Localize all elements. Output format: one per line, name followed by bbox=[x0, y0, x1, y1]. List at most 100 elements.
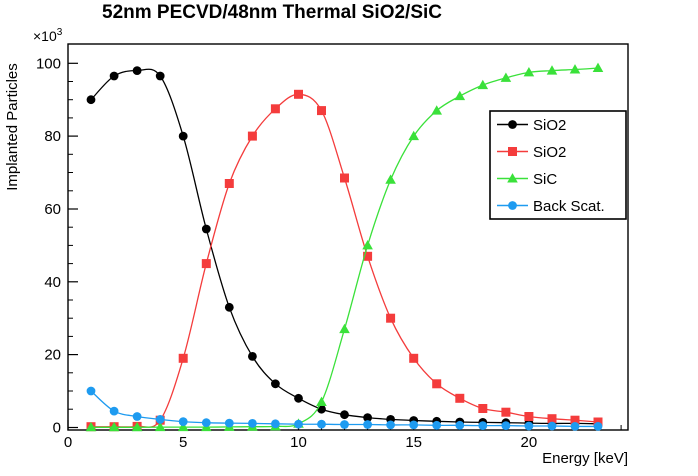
data-point-square bbox=[501, 407, 511, 417]
data-point-triangle bbox=[507, 173, 518, 183]
data-point-circle bbox=[386, 420, 395, 430]
data-point-square bbox=[524, 412, 534, 421]
data-point-circle bbox=[201, 418, 211, 428]
data-point-circle bbox=[86, 386, 96, 396]
data-point-circle bbox=[593, 422, 603, 431]
data-point-square bbox=[570, 415, 580, 425]
data-point-triangle bbox=[592, 62, 604, 72]
data-point-square bbox=[247, 131, 257, 141]
data-point-square bbox=[178, 353, 188, 363]
data-point-circle bbox=[508, 201, 517, 210]
data-point-circle bbox=[86, 95, 96, 105]
series-markers-back-scatter bbox=[86, 386, 603, 431]
y-tick-label: 60 bbox=[44, 201, 61, 218]
data-point-circle bbox=[271, 419, 280, 429]
legend-item-sio2-thermal: SiO2 bbox=[497, 144, 566, 161]
legend-item-sio2-pecvd: SiO2 bbox=[497, 117, 566, 134]
data-point-circle bbox=[109, 406, 119, 416]
data-point-square bbox=[508, 147, 517, 156]
data-point-square bbox=[386, 313, 396, 323]
data-point-circle bbox=[340, 410, 349, 420]
data-point-square bbox=[432, 379, 442, 389]
legend-item-sic: SiC bbox=[497, 171, 557, 188]
data-point-triangle bbox=[500, 72, 512, 82]
data-point-circle bbox=[340, 420, 349, 429]
data-point-square bbox=[363, 251, 373, 261]
data-point-circle bbox=[132, 412, 142, 421]
data-point-square bbox=[294, 89, 303, 99]
x-tick-label: 0 bbox=[64, 434, 72, 451]
y-axis-title: Implanted Particles bbox=[4, 63, 21, 191]
data-point-circle bbox=[201, 224, 211, 234]
data-point-triangle bbox=[108, 421, 120, 432]
data-point-triangle bbox=[454, 90, 466, 101]
data-point-triangle bbox=[85, 421, 97, 432]
data-point-circle bbox=[155, 415, 165, 424]
data-point-triangle bbox=[477, 79, 489, 90]
data-point-circle bbox=[271, 379, 280, 389]
data-point-circle bbox=[524, 421, 534, 431]
data-point-triangle bbox=[316, 396, 327, 406]
data-point-circle bbox=[409, 420, 419, 430]
y-tick-label: 20 bbox=[44, 347, 61, 364]
legend-box bbox=[489, 110, 627, 220]
data-point-circle bbox=[132, 66, 142, 75]
plot-frame bbox=[67, 43, 629, 431]
data-point-triangle bbox=[546, 65, 558, 75]
data-point-circle bbox=[178, 417, 188, 426]
data-point-triangle bbox=[177, 421, 189, 432]
data-point-circle bbox=[224, 302, 234, 312]
data-point-circle bbox=[248, 419, 257, 428]
data-point-circle bbox=[109, 71, 119, 81]
data-point-triangle bbox=[131, 421, 143, 432]
data-point-square bbox=[478, 404, 488, 413]
data-point-circle bbox=[294, 393, 303, 403]
y-axis-exponent: ×103 bbox=[33, 27, 63, 44]
data-point-circle bbox=[155, 71, 165, 81]
y-tick-label: 0 bbox=[53, 420, 61, 437]
y-tick-label: 100 bbox=[36, 55, 61, 72]
legend-label-sio2-pecvd: SiO2 bbox=[533, 117, 566, 134]
data-point-circle bbox=[508, 120, 517, 129]
data-point-square bbox=[409, 353, 419, 363]
data-point-square bbox=[340, 173, 349, 183]
legend-label-sio2-thermal: SiO2 bbox=[533, 144, 566, 161]
legend-label-sic: SiC bbox=[533, 171, 557, 188]
data-point-square bbox=[547, 414, 557, 424]
data-point-square bbox=[455, 393, 465, 403]
legend-item-back-scatter: Back Scat. bbox=[497, 198, 605, 215]
data-point-circle bbox=[178, 131, 188, 141]
data-point-circle bbox=[478, 421, 488, 430]
data-point-triangle bbox=[154, 421, 166, 432]
data-point-circle bbox=[547, 421, 557, 431]
data-point-circle bbox=[224, 418, 234, 428]
data-point-circle bbox=[455, 420, 465, 430]
data-point-circle bbox=[363, 413, 372, 422]
data-point-square bbox=[201, 259, 211, 269]
legend-label-back-scatter: Back Scat. bbox=[533, 198, 605, 215]
y-tick-label: 40 bbox=[44, 274, 61, 291]
data-point-triangle bbox=[339, 323, 350, 334]
data-point-triangle bbox=[523, 67, 535, 77]
data-point-circle bbox=[317, 404, 326, 414]
data-point-triangle bbox=[569, 64, 581, 74]
x-tick-label: 20 bbox=[521, 434, 538, 451]
data-point-circle bbox=[248, 352, 257, 361]
x-tick-label: 15 bbox=[405, 434, 422, 451]
data-point-circle bbox=[432, 420, 442, 430]
data-point-circle bbox=[294, 419, 303, 429]
y-tick-label: 80 bbox=[44, 128, 61, 145]
data-point-triangle bbox=[385, 174, 396, 184]
data-point-triangle bbox=[431, 105, 442, 115]
data-point-circle bbox=[317, 419, 326, 429]
x-axis-title: Energy [keV] bbox=[542, 450, 628, 467]
data-point-circle bbox=[570, 422, 580, 431]
data-point-triangle bbox=[408, 130, 419, 141]
legend: SiO2 SiO2 SiC Back Scat. bbox=[489, 110, 627, 220]
data-point-triangle bbox=[362, 240, 373, 250]
data-point-square bbox=[224, 179, 234, 188]
data-point-square bbox=[317, 106, 326, 116]
data-point-circle bbox=[363, 420, 372, 429]
